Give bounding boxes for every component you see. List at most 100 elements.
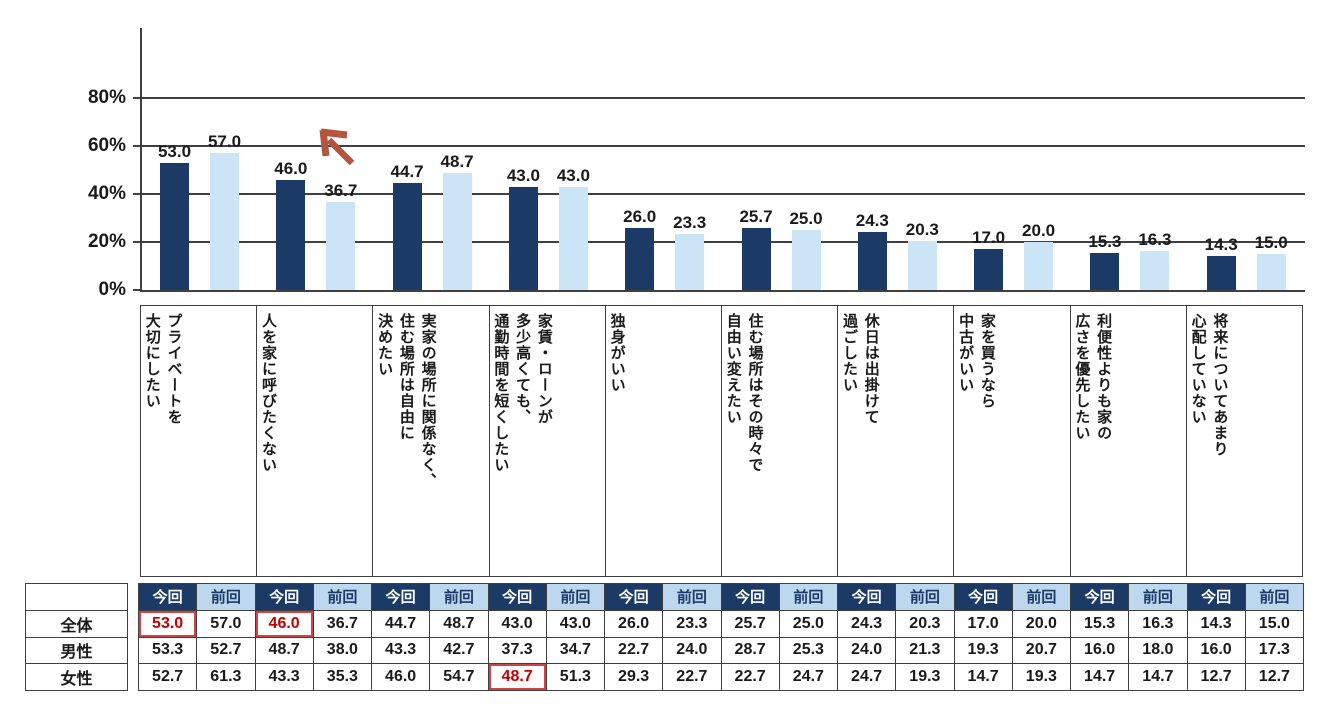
table-corner-cell [25,583,128,611]
table-cell-男性-col7: 37.3 [487,636,547,665]
table-header-previous-cat6: 前回 [778,583,839,611]
table-cell-男性-col1: 53.3 [137,636,198,665]
bar-value-label: 53.0 [157,141,192,161]
table-cell-男性-col12: 25.3 [778,636,839,665]
table-cell-全体-col3: 46.0 [254,609,314,638]
table-cell-男性-col19: 16.0 [1186,636,1246,665]
table-cell-男性-col9: 22.7 [603,636,664,665]
category-label-text: 住む場所はその時々で 自由い変えたい [724,313,764,473]
category-label-text: 独身がいい [608,313,626,393]
table-cell-女性-col18: 14.7 [1128,663,1188,692]
table-cell-全体-col6: 48.7 [429,609,489,638]
table-header-previous-cat9: 前回 [1128,583,1188,611]
bar-previous-cat7 [907,241,937,290]
y-axis-tick-label: 80% [87,87,126,108]
bar-previous-cat10 [1256,254,1286,290]
category-label-text: 休日は出掛けて 過ごしたい [840,313,880,425]
bar-value-label: 16.3 [1138,229,1172,249]
bar-current-cat4 [508,186,538,290]
row-label-table: 全体 男性 女性 [25,583,128,692]
bar-previous-cat2 [326,201,356,290]
table-cell-女性-col3: 43.3 [254,663,314,692]
table-cell-男性-col6: 42.7 [429,636,489,665]
category-label-cat8: 家を買うなら 中古がいい [954,306,1071,576]
y-axis-tick-mark [133,193,140,195]
bar-previous-cat3 [442,173,472,290]
table-cell-男性-col10: 24.0 [662,636,722,665]
table-cell-全体-col19: 14.3 [1186,609,1246,638]
y-axis-tick-label: 0% [98,279,126,300]
table-cell-男性-col3: 48.7 [254,636,314,665]
table-cell-女性-col6: 54.7 [429,663,489,692]
category-label-cat5: 独身がいい [606,306,723,576]
y-axis-tick-mark [133,97,140,99]
bar-value-label: 25.0 [789,209,823,228]
table-cell-女性-col14: 19.3 [895,663,955,692]
table-header-previous-cat3: 前回 [429,583,489,611]
table-header-current-cat6: 今回 [720,583,780,611]
table-cell-女性-col9: 29.3 [603,663,664,692]
table-header-current-cat5: 今回 [603,583,664,611]
bar-previous-cat4 [558,186,588,290]
category-label-text: 実家の場所に関係なく、 住む場所は自由に 決めたい [376,313,437,489]
gridline-60 [142,145,1305,147]
bar-current-cat5 [625,227,655,290]
table-header-previous-cat1: 前回 [196,583,256,611]
table-cell-女性-col13: 24.7 [836,663,897,692]
table-cell-女性-col8: 51.3 [545,663,606,692]
table-cell-男性-col18: 18.0 [1128,636,1188,665]
category-label-cat9: 利便性よりも家の 広さを優先したい [1071,306,1187,576]
table-cell-全体-col12: 25.0 [778,609,839,638]
bar-value-label: 43.0 [506,165,540,185]
table-header-current-cat7: 今回 [836,583,897,611]
table-cell-女性-col7: 48.7 [487,663,547,692]
bar-current-cat8 [974,249,1004,290]
table-cell-女性-col2: 61.3 [196,663,256,692]
bar-current-cat2 [276,179,306,290]
bar-current-cat7 [857,231,887,290]
gridline-20 [142,241,1305,243]
table-cell-全体-col15: 17.0 [953,609,1013,638]
table-header-previous-cat2: 前回 [312,583,373,611]
table-cell-全体-col5: 44.7 [370,609,431,638]
table-cell-男性-col14: 21.3 [895,636,955,665]
table-cell-女性-col10: 22.7 [662,663,722,692]
bar-value-label: 15.3 [1088,232,1122,252]
table-cell-全体-col17: 15.3 [1069,609,1130,638]
row-label-女性: 女性 [25,663,128,692]
row-label-全体: 全体 [25,609,128,638]
table-cell-男性-col8: 34.7 [545,636,606,665]
table-cell-男性-col2: 52.7 [196,636,256,665]
bar-current-cat6 [741,228,771,290]
category-label-text: 家を買うなら 中古がいい [957,313,996,409]
table-cell-全体-col13: 24.3 [836,609,897,638]
table-header-current-cat10: 今回 [1186,583,1246,611]
table-header-current-cat4: 今回 [487,583,547,611]
table-cell-全体-col8: 43.0 [545,609,606,638]
table-cell-全体-col16: 20.0 [1011,609,1072,638]
table-cell-女性-col4: 35.3 [312,663,373,692]
data-table: 今回 前回 今回 前回 今回 前回 今回 前回 今回 前回 今回 前回 今回 前回 今回 前回 今回 前回 今回 前回… [137,583,1305,692]
bar-previous-cat8 [1024,242,1054,290]
table-cell-女性-col12: 24.7 [778,663,839,692]
bar-value-label: 23.3 [673,213,707,233]
bar-previous-cat5 [675,234,705,290]
table-cell-女性-col20: 12.7 [1244,663,1305,692]
y-axis-tick-label: 40% [87,183,126,204]
table-header-current-cat9: 今回 [1069,583,1130,611]
table-cell-全体-col1: 53.0 [137,609,198,638]
table-header-previous-cat5: 前回 [662,583,722,611]
table-cell-全体-col9: 26.0 [603,609,664,638]
bar-value-label: 17.0 [972,228,1006,248]
bar-previous-cat9 [1140,250,1170,290]
up-left-arrow-icon [319,128,355,166]
table-header-current-cat2: 今回 [254,583,314,611]
table-cell-全体-col7: 43.0 [487,609,547,638]
category-label-row: プライベートを 大切にしたい 人を家に呼びたくない 実家の場所に関係なく、 住む場所は自… [140,305,1303,577]
bar-value-label: 26.0 [623,206,657,226]
bar-previous-cat1 [210,153,239,290]
table-cell-男性-col5: 43.3 [370,636,431,665]
bar-value-label: 25.7 [739,207,773,227]
bar-current-cat10 [1206,255,1236,290]
